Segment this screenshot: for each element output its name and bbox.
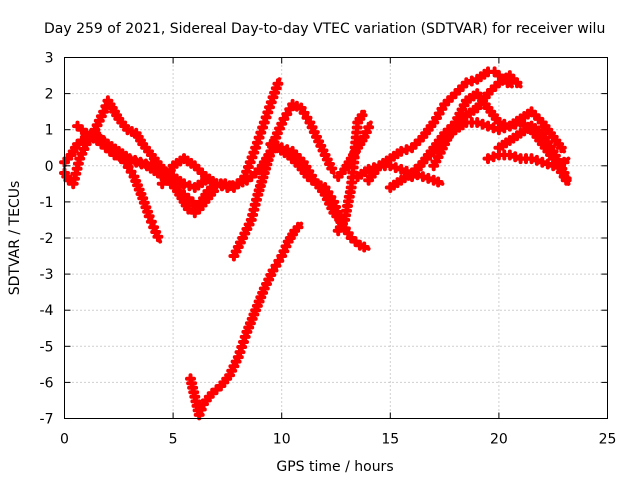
x-axis-ticks: 0 5 10 15 20 25 bbox=[60, 57, 617, 448]
series-sat-j bbox=[271, 142, 347, 230]
series-sat-l bbox=[332, 109, 368, 237]
data-point bbox=[356, 109, 368, 121]
y-tick-label: -4 bbox=[40, 303, 54, 319]
data-point bbox=[432, 176, 444, 188]
data-point bbox=[152, 231, 164, 243]
y-tick-label: -3 bbox=[40, 267, 54, 283]
x-tick-label: 15 bbox=[381, 432, 399, 448]
series-layer bbox=[59, 66, 572, 421]
data-point bbox=[511, 77, 523, 89]
x-tick-label: 25 bbox=[599, 432, 617, 448]
y-tick-label: -6 bbox=[40, 375, 54, 391]
y-axis-ticks: -7 -6 -5 -4 -3 -2 -1 0 1 2 3 bbox=[40, 51, 608, 428]
y-tick-label: -2 bbox=[40, 231, 54, 247]
data-point bbox=[182, 203, 194, 215]
series-sat-f bbox=[156, 145, 278, 193]
y-tick-label: 1 bbox=[45, 123, 54, 139]
data-point bbox=[363, 121, 375, 133]
y-tick-label: 2 bbox=[45, 87, 54, 103]
y-tick-label: -1 bbox=[40, 195, 54, 211]
data-point bbox=[272, 78, 284, 90]
x-tick-label: 10 bbox=[273, 432, 291, 448]
y-axis-label: SDTVAR / TECUs bbox=[7, 181, 23, 296]
grid bbox=[64, 57, 608, 419]
series-sat-h bbox=[185, 221, 304, 421]
data-point bbox=[98, 106, 110, 118]
data-point bbox=[292, 221, 304, 233]
chart-title: Day 259 of 2021, Sidereal Day-to-day VTE… bbox=[44, 21, 605, 37]
data-point bbox=[560, 172, 572, 184]
y-tick-label: -7 bbox=[40, 412, 54, 428]
y-tick-label: -5 bbox=[40, 339, 54, 355]
y-tick-label: 0 bbox=[45, 159, 54, 175]
x-tick-label: 5 bbox=[169, 432, 178, 448]
x-axis-label: GPS time / hours bbox=[276, 459, 393, 475]
data-point bbox=[555, 142, 567, 154]
data-point bbox=[326, 163, 338, 174]
series-sat-s bbox=[493, 120, 572, 186]
y-tick-label: 3 bbox=[45, 51, 54, 67]
data-point bbox=[358, 241, 370, 253]
x-tick-label: 0 bbox=[60, 432, 69, 448]
x-tick-label: 20 bbox=[490, 432, 508, 448]
data-point bbox=[143, 210, 155, 222]
